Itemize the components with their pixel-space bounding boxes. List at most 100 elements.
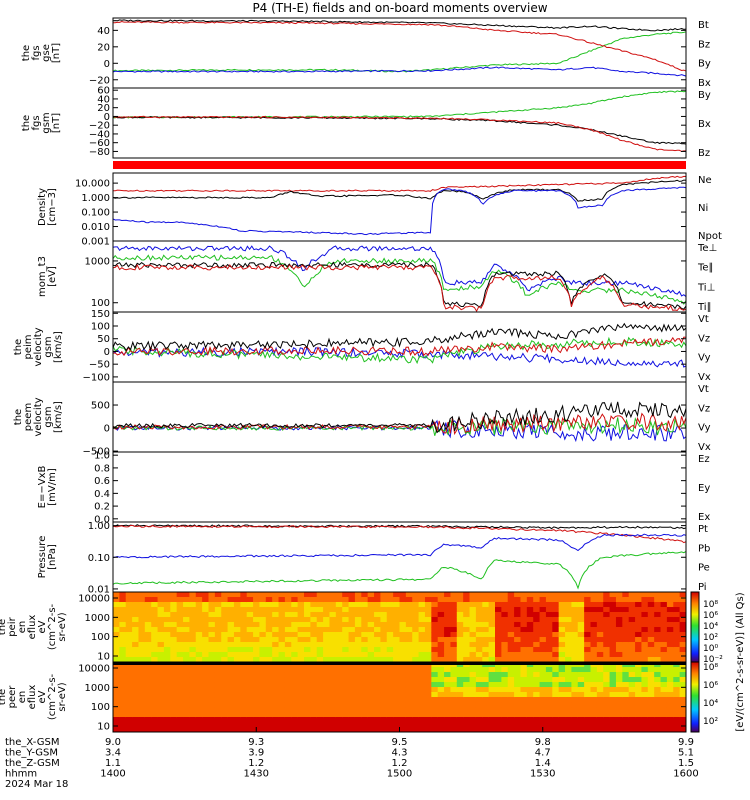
heatmap-cell (545, 602, 553, 608)
heatmap-cell (163, 677, 171, 683)
heatmap-cell (577, 592, 585, 598)
y-axis-label-line: en (17, 621, 28, 634)
heatmap-cell (615, 632, 623, 638)
heatmap-cell (533, 627, 540, 633)
y-tick-label: 150 (91, 309, 110, 320)
heatmap-cell (202, 697, 209, 703)
heatmap-cell (342, 687, 349, 693)
y-tick-label: −500 (83, 447, 110, 458)
heatmap-cell (183, 667, 190, 673)
heatmap-cell (558, 652, 566, 658)
heatmap-cell (514, 617, 521, 623)
heatmap-cell (138, 722, 146, 728)
heatmap-cell (577, 672, 585, 678)
heatmap-cell (176, 647, 184, 653)
y-axis-label-line: gsm (41, 112, 52, 133)
heatmap-cell (437, 692, 445, 698)
heatmap-cell (590, 722, 598, 728)
heatmap-cell (297, 707, 305, 713)
heatmap-cell (520, 627, 528, 633)
heatmap-cell (151, 627, 158, 633)
heatmap-cell (526, 592, 534, 598)
heatmap-cell (119, 717, 127, 723)
heatmap-cell (265, 687, 273, 693)
heatmap-cell (246, 682, 254, 688)
heatmap-cell (259, 657, 267, 663)
heatmap-cell (297, 692, 305, 698)
heatmap-cell (647, 617, 655, 623)
heatmap-cell (609, 592, 617, 598)
heatmap-cell (444, 647, 451, 653)
heatmap-cell (584, 617, 591, 623)
heatmap-cell (214, 597, 222, 603)
heatmap-cell (323, 612, 330, 618)
heatmap-cell (431, 687, 439, 693)
heatmap-cell (125, 647, 133, 653)
heatmap-cell (565, 647, 572, 653)
heatmap-cell (533, 642, 540, 648)
heatmap-cell (641, 702, 649, 708)
y-axis-label-line: eV (37, 690, 48, 703)
heatmap-cell (348, 637, 356, 643)
heatmap-cell (565, 607, 572, 613)
heatmap-cell (157, 722, 165, 728)
heatmap-cell (450, 622, 458, 628)
heatmap-cell (208, 727, 216, 733)
heatmap-cell (482, 672, 490, 678)
heatmap-cell (450, 612, 458, 618)
heatmap-cell (475, 602, 483, 608)
heatmap-cell (163, 637, 171, 643)
heatmap-cell (463, 597, 470, 603)
heatmap-cell (584, 592, 591, 598)
heatmap-cell (246, 722, 254, 728)
heatmap-cell (144, 707, 152, 713)
heatmap-cell (488, 652, 496, 658)
heatmap-cell (265, 592, 273, 598)
heatmap-cell (495, 622, 502, 628)
heatmap-cell (233, 642, 241, 648)
heatmap-cell (526, 692, 534, 698)
heatmap-cell (424, 672, 432, 678)
heatmap-cell (113, 727, 120, 733)
heatmap-cell (469, 677, 477, 683)
heatmap-cell (227, 672, 235, 678)
heatmap-cell (278, 667, 286, 673)
heatmap-cell (246, 642, 254, 648)
y-axis-label-line: the (13, 339, 24, 355)
heatmap-cell (304, 677, 311, 683)
heatmap-cell (284, 682, 292, 688)
heatmap-cell (246, 647, 254, 653)
heatmap-cell (380, 722, 388, 728)
heatmap-cell (265, 717, 273, 723)
heatmap-cell (393, 602, 400, 608)
heatmap-cell (354, 642, 362, 648)
heatmap-cell (526, 712, 534, 718)
heatmap-cell (641, 602, 649, 608)
heatmap-cell (545, 722, 553, 728)
heatmap-cell (463, 617, 470, 623)
heatmap-cell (233, 647, 241, 653)
heatmap-cell (227, 632, 235, 638)
heatmap-cell (259, 692, 267, 698)
heatmap-cell (291, 592, 299, 598)
heatmap-cell (323, 622, 330, 628)
colorbar-ion-tick: 10⁸ (703, 600, 718, 610)
heatmap-cell (278, 677, 286, 683)
heatmap-cell (615, 657, 623, 663)
heatmap-cell (533, 727, 540, 733)
heatmap-cell (208, 612, 216, 618)
heatmap-cell (354, 632, 362, 638)
heatmap-cell (552, 597, 560, 603)
heatmap-cell (380, 677, 388, 683)
x-tick-value: 1.4 (535, 758, 551, 769)
heatmap-cell (526, 637, 534, 643)
heatmap-cell (189, 602, 197, 608)
heatmap-cell (113, 677, 120, 683)
heatmap-cell (125, 712, 133, 718)
heatmap-cell (176, 592, 184, 598)
heatmap-cell (424, 607, 432, 613)
heatmap-cell (157, 642, 165, 648)
heatmap-cell (405, 672, 413, 678)
heatmap-cell (151, 727, 158, 733)
heatmap-cell (444, 642, 451, 648)
